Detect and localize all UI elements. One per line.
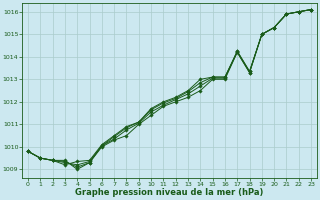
X-axis label: Graphe pression niveau de la mer (hPa): Graphe pression niveau de la mer (hPa) bbox=[76, 188, 264, 197]
